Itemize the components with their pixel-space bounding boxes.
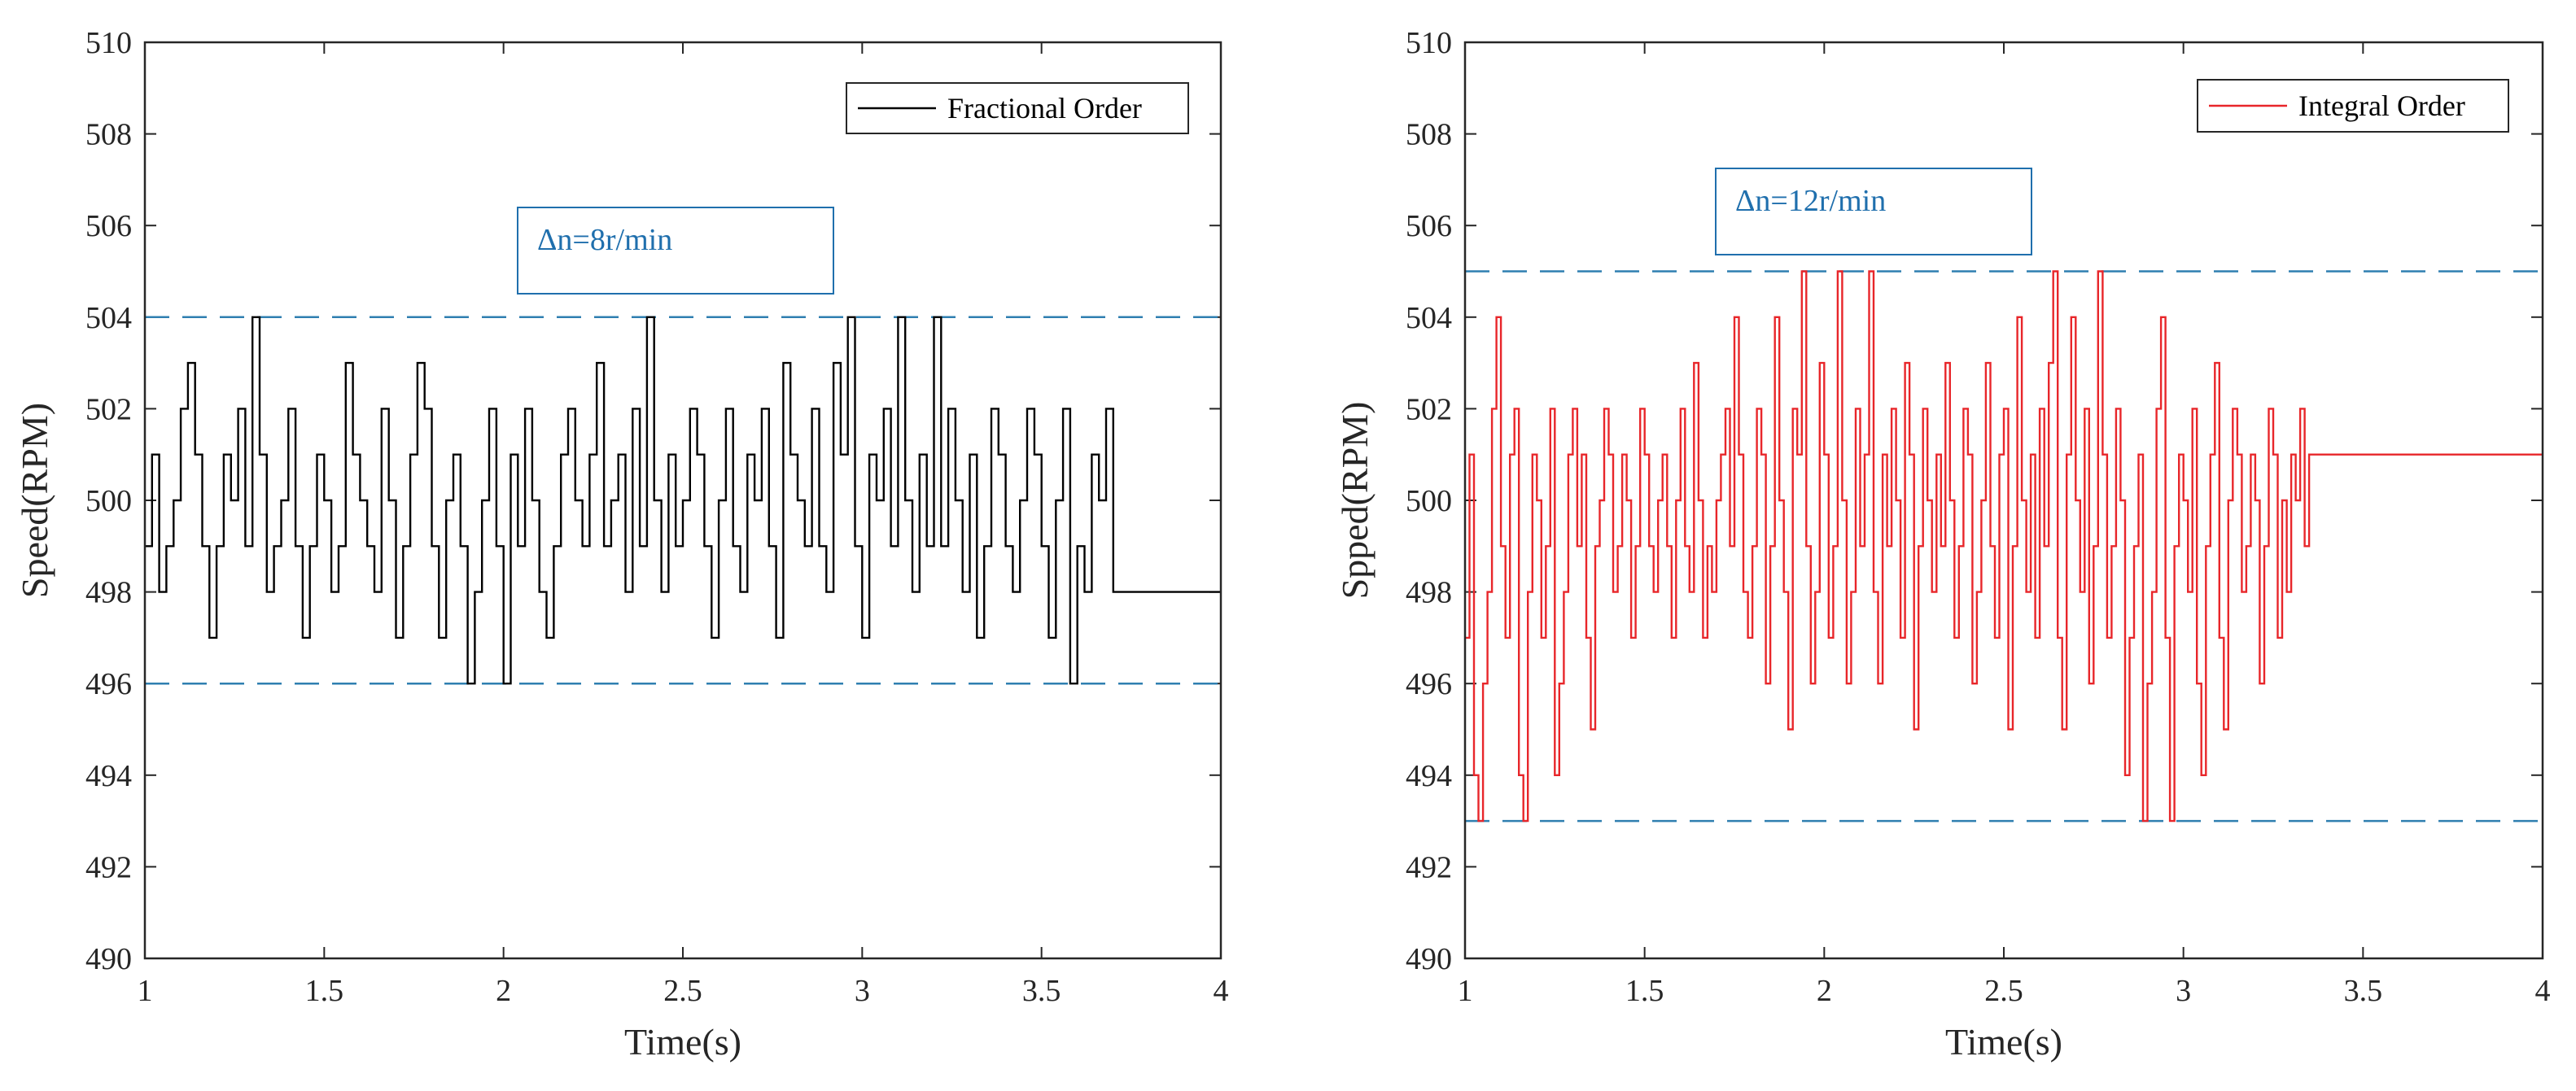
series-line-integral-order — [1465, 270, 2543, 823]
x-tick-label: 2.5 — [1984, 974, 2023, 1008]
y-tick-label: 500 — [1406, 484, 1452, 518]
y-tick-label: 494 — [85, 759, 132, 793]
left-legend-label: Fractional Order — [947, 92, 1142, 124]
x-tick-label: 3 — [855, 974, 870, 1008]
y-tick-label: 496 — [1406, 667, 1452, 701]
x-tick-label: 2 — [1817, 974, 1832, 1008]
right-annotation: Δn=12r/min — [1715, 168, 2032, 255]
left-x-tick-labels: 1 1.5 2 2.5 3 3.5 4 — [138, 974, 1229, 1008]
x-tick-label: 3 — [2176, 974, 2191, 1008]
y-tick-label: 500 — [85, 484, 132, 518]
y-tick-label: 508 — [1406, 118, 1452, 152]
right-x-tick-labels: 1 1.5 2 2.5 3 3.5 4 — [1458, 974, 2551, 1008]
y-tick-label: 504 — [1406, 301, 1452, 335]
right-legend-label: Integral Order — [2298, 89, 2465, 122]
left-y-axis-label: Speed(RPM) — [14, 403, 55, 598]
left-plot-area — [145, 316, 1221, 685]
left-chart-panel: 490 492 494 496 498 500 502 504 506 508 510 1 1.5 2 2… — [14, 26, 1229, 1063]
x-tick-label: 4 — [2535, 974, 2551, 1008]
y-tick-label: 492 — [85, 850, 132, 884]
x-tick-label: 2.5 — [663, 974, 702, 1008]
left-x-axis-label: Time(s) — [624, 1021, 741, 1063]
right-legend: Integral Order — [2197, 79, 2509, 133]
y-tick-label: 490 — [1406, 942, 1452, 976]
left-annotation: Δn=8r/min — [517, 207, 834, 295]
left-axes-frame — [143, 41, 1222, 960]
y-tick-label: 506 — [85, 209, 132, 243]
right-annotation-box — [1715, 168, 2032, 255]
y-tick-label: 502 — [85, 392, 132, 426]
left-guide-lines — [145, 316, 1221, 685]
x-tick-label: 1.5 — [1625, 974, 1664, 1008]
x-tick-label: 1 — [138, 974, 153, 1008]
right-plot-area — [1465, 270, 2543, 823]
y-tick-label: 510 — [1406, 26, 1452, 60]
y-tick-label: 506 — [1406, 209, 1452, 243]
right-guide-lines — [1465, 270, 2543, 823]
x-tick-label: 4 — [1214, 974, 1229, 1008]
right-x-axis-label: Time(s) — [1945, 1021, 2062, 1063]
left-legend: Fractional Order — [846, 82, 1189, 134]
right-y-axis-label: Spped(RPM) — [1334, 402, 1375, 600]
y-tick-label: 492 — [1406, 850, 1452, 884]
right-y-tick-labels: 490 492 494 496 498 500 502 504 506 508 510 — [1406, 26, 1452, 976]
x-tick-label: 3.5 — [2344, 974, 2383, 1008]
x-tick-label: 1 — [1458, 974, 1473, 1008]
x-tick-label: 3.5 — [1022, 974, 1061, 1008]
y-tick-label: 510 — [85, 26, 132, 60]
x-tick-label: 1.5 — [305, 974, 344, 1008]
y-tick-label: 494 — [1406, 759, 1452, 793]
y-tick-label: 498 — [1406, 576, 1452, 610]
y-tick-label: 490 — [85, 942, 132, 976]
y-tick-label: 504 — [85, 301, 132, 335]
x-tick-label: 2 — [496, 974, 511, 1008]
series-line-fractional-order — [145, 316, 1221, 685]
left-annotation-text: Δn=8r/min — [537, 223, 672, 257]
right-axes-frame — [1463, 41, 2544, 960]
y-tick-label: 498 — [85, 576, 132, 610]
right-annotation-text: Δn=12r/min — [1735, 184, 1886, 218]
y-tick-label: 508 — [85, 118, 132, 152]
y-tick-label: 496 — [85, 667, 132, 701]
right-chart-panel: 490 492 494 496 498 500 502 504 506 508 510 1 1.5 2 2… — [1334, 26, 2551, 1063]
y-tick-label: 502 — [1406, 392, 1452, 426]
left-annotation-box — [517, 207, 834, 295]
left-y-tick-labels: 490 492 494 496 498 500 502 504 506 508 510 — [85, 26, 132, 976]
